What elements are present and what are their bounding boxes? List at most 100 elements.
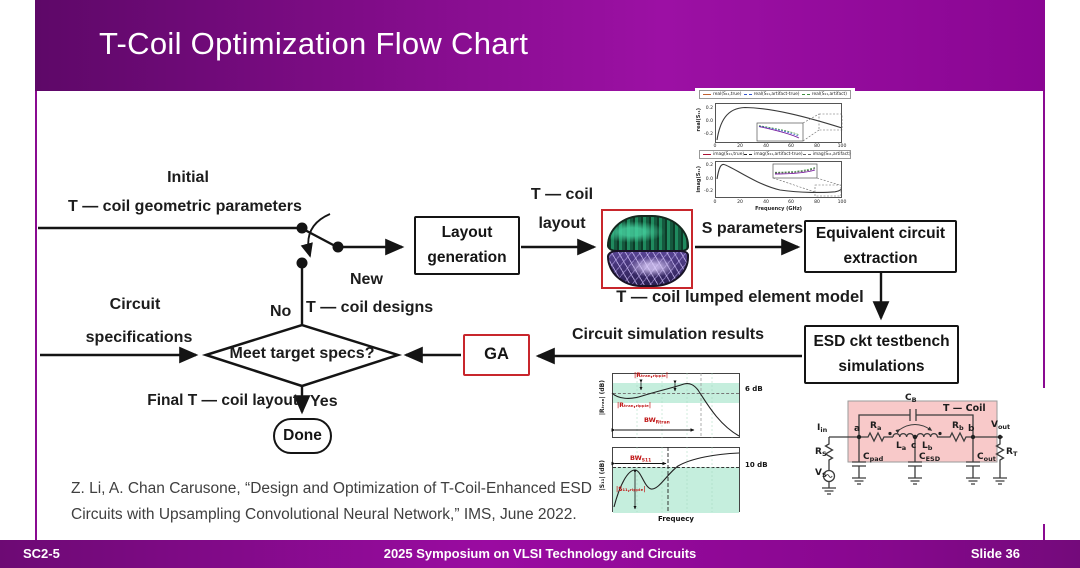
ytick: 0.0 bbox=[705, 118, 713, 124]
vs-label: VS bbox=[815, 468, 827, 479]
legend-text: imag(S₁₁,artifact) bbox=[812, 151, 851, 157]
real-s11-ylabel: real(S₁₁) bbox=[696, 108, 702, 132]
xtick: 0 bbox=[713, 199, 717, 205]
tcoil-circuit-figure: Iin a Ra La c Lb Rb b Vout CB T — Coil R… bbox=[815, 388, 1045, 524]
level-10db: 10 dB bbox=[745, 461, 768, 469]
ytick: -0.2 bbox=[704, 189, 713, 194]
header-band: T-Coil Optimization Flow Chart bbox=[35, 0, 1045, 91]
node-a-label: a bbox=[854, 424, 861, 434]
vout-label: Vout bbox=[991, 420, 1011, 431]
s11-ylabel: |S₁₁| (dB) bbox=[599, 460, 606, 491]
label-s-parameters: S parameters bbox=[701, 220, 804, 237]
rs-label: RS bbox=[815, 447, 827, 458]
ga-box: GA bbox=[463, 334, 530, 376]
decision-diamond bbox=[201, 323, 403, 388]
line-sample-icon bbox=[801, 94, 810, 95]
label-lumped-model: T — coil lumped element model bbox=[616, 288, 864, 306]
s11-bw-label: BWS11 bbox=[630, 454, 651, 464]
done-label: Done bbox=[283, 426, 322, 444]
level-6db: 6 dB bbox=[745, 385, 763, 393]
cnn-brain-image bbox=[601, 209, 693, 289]
real-s11-axes bbox=[715, 103, 842, 143]
label-initial: Initial bbox=[167, 169, 209, 186]
response-figure: |Rₜᵣₐₙ,ᵣᵢₚₚₗₑ| |Rₜᵣₐₙ,ᵣᵢₚₚₗₑ| BWRtran 6 … bbox=[598, 362, 770, 530]
rtran-ripple-label-top: |Rₜᵣₐₙ,ᵣᵢₚₚₗₑ| bbox=[634, 372, 669, 379]
label-tcoil-layout-2: layout bbox=[538, 215, 586, 232]
bw-main: BW bbox=[630, 454, 642, 462]
session-code: SC2-5 bbox=[23, 546, 60, 561]
xtick: 60 bbox=[788, 199, 794, 205]
tcoil-schematic bbox=[822, 400, 1007, 495]
response-curves bbox=[611, 373, 740, 512]
label-tcoil-layout-1: T — coil bbox=[530, 186, 594, 203]
citation-line1: Z. Li, A. Chan Carusone, “Design and Opt… bbox=[71, 480, 592, 497]
label-specifications: specifications bbox=[85, 329, 193, 346]
label-meet-target-specs: Meet target specs? bbox=[229, 345, 375, 362]
legend-imag-item-2: imag(S₁₁,artifact) bbox=[802, 151, 851, 157]
equivalent-circuit-line1: Equivalent circuit bbox=[815, 225, 946, 243]
label-geometric-parameters: T — coil geometric parameters bbox=[68, 198, 302, 215]
switch-nodes bbox=[296, 222, 344, 269]
brain-top-half-icon bbox=[607, 215, 689, 252]
legend-imag-item-1: imag(S₁₁,artifact-true) bbox=[744, 152, 803, 157]
xtick: 80 bbox=[814, 199, 820, 205]
legend-real-item-1: real(S₁₁,artifact-true) bbox=[743, 92, 800, 97]
done-terminal: Done bbox=[273, 418, 332, 454]
sparam-plots bbox=[716, 106, 843, 197]
ra-label: Ra bbox=[870, 421, 882, 432]
node-b-label: b bbox=[968, 424, 975, 434]
ytick: 0.0 bbox=[705, 176, 713, 182]
tcoil-box-label: T — Coil bbox=[943, 403, 986, 414]
lb-label: Lb bbox=[922, 441, 933, 452]
xtick: 0 bbox=[713, 144, 717, 149]
ytick: 0.2 bbox=[705, 163, 713, 168]
node-c-label: c bbox=[911, 441, 917, 451]
la-label: La bbox=[896, 441, 907, 452]
xtick: 40 bbox=[763, 199, 769, 205]
rtran-ylabel: |Rₜᵣₐₙ| (dB) bbox=[599, 380, 606, 416]
imag-s11-axes bbox=[715, 161, 842, 198]
label-circuit-sim-results: Circuit simulation results bbox=[571, 326, 765, 343]
response-xlabel: Frequecy bbox=[658, 515, 694, 523]
imag-s11-ylabel: imag(S₁₁) bbox=[696, 166, 702, 193]
legend-imag-item-0: imag(S₁₁,true) bbox=[703, 152, 744, 157]
switch-blade bbox=[302, 227, 338, 249]
layout-generation-box: Layout generation bbox=[414, 216, 520, 275]
xtick: 100 bbox=[837, 199, 847, 205]
legend-text: real(S₁₁,artifact-true) bbox=[753, 92, 800, 97]
rtran-bw-label: BWRtran bbox=[644, 416, 670, 426]
layout-generation-line2: generation bbox=[427, 248, 507, 266]
esd-line2: simulations bbox=[838, 357, 925, 375]
rt-label: RT bbox=[1006, 447, 1018, 458]
xtick: 40 bbox=[763, 144, 769, 149]
ytick: -0.2 bbox=[704, 132, 713, 137]
xtick: 20 bbox=[737, 144, 743, 149]
legend-text: imag(S₁₁,true) bbox=[713, 151, 745, 157]
cpad-label: Cpad bbox=[863, 452, 884, 463]
bw-sub: S11 bbox=[641, 458, 652, 464]
page-title: T-Coil Optimization Flow Chart bbox=[99, 26, 529, 61]
rtran-midline bbox=[613, 392, 739, 394]
label-yes: Yes bbox=[310, 393, 338, 410]
slide-number: Slide 36 bbox=[970, 546, 1020, 561]
flow-lines bbox=[38, 213, 890, 415]
footer-band: SC2-5 2025 Symposium on VLSI Technology … bbox=[0, 540, 1080, 568]
conference-title: 2025 Symposium on VLSI Technology and Ci… bbox=[383, 546, 697, 561]
legend-text: imag(S₁₁,artifact-true) bbox=[754, 151, 803, 157]
iin-label: Iin bbox=[817, 423, 828, 434]
bw-sub: Rtran bbox=[655, 420, 670, 426]
label-no: No bbox=[270, 303, 292, 320]
line-sample-icon bbox=[703, 153, 711, 155]
label-final-layout: Final T — coil layout bbox=[147, 392, 298, 409]
citation: Z. Li, A. Chan Carusone, “Design and Opt… bbox=[71, 476, 592, 527]
cb-label: CB bbox=[905, 393, 917, 404]
xtick: 80 bbox=[814, 144, 820, 149]
sparam-figure: real(S₁₁,true) real(S₁₁,artifact-true) r… bbox=[695, 88, 855, 214]
line-sample-icon bbox=[744, 153, 753, 155]
cesd-label: CESD bbox=[919, 452, 941, 463]
label-new: New bbox=[350, 271, 383, 288]
legend-text: real(S₁₁,true) bbox=[713, 92, 742, 97]
legend-text: real(S₁₁,artifact) bbox=[811, 92, 847, 97]
